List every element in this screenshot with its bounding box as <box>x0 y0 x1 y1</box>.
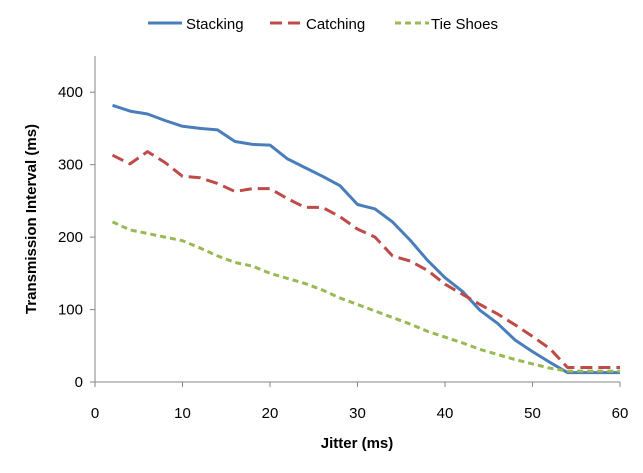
x-tick-label: 0 <box>91 405 99 422</box>
legend-label-stacking: Stacking <box>186 16 244 33</box>
legend-label-catching: Catching <box>306 16 365 33</box>
x-tick-label: 30 <box>349 405 366 422</box>
legend-label-tie-shoes: Tie Shoes <box>431 16 498 33</box>
series-line-catching <box>111 150 620 369</box>
x-tick-label: 20 <box>262 405 279 422</box>
x-tick-label: 10 <box>174 405 191 422</box>
y-tick-label: 300 <box>58 157 83 174</box>
y-axis-title: Transmission Interval (ms) <box>23 124 40 314</box>
x-tick-label: 50 <box>524 405 541 422</box>
x-tick-label: 40 <box>437 405 454 422</box>
series-line-tie-shoes <box>111 220 620 373</box>
x-axis-title: Jitter (ms) <box>321 435 394 452</box>
y-tick-label: 100 <box>58 302 83 319</box>
y-tick-label: 0 <box>75 374 83 391</box>
y-tick-label: 200 <box>58 229 83 246</box>
y-tick-label: 400 <box>58 84 83 101</box>
series-group <box>111 103 620 375</box>
axes: 0 100 200 300 400 0 10 20 30 40 50 60 <box>58 56 628 422</box>
series-line-stacking <box>112 103 620 375</box>
legend: Stacking Catching Tie Shoes <box>148 16 498 33</box>
x-tick-label: 60 <box>612 405 629 422</box>
